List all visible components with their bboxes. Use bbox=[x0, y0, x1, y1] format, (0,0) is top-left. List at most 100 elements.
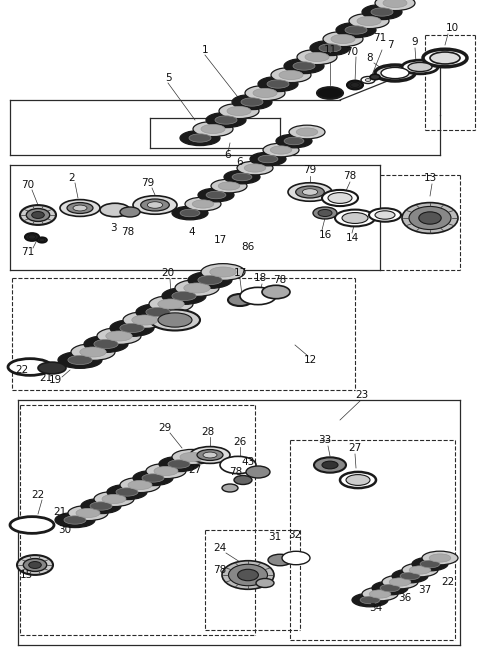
Ellipse shape bbox=[336, 22, 376, 37]
Text: 15: 15 bbox=[19, 570, 33, 580]
Ellipse shape bbox=[180, 209, 200, 216]
Text: 26: 26 bbox=[233, 437, 247, 447]
Ellipse shape bbox=[172, 291, 196, 300]
Ellipse shape bbox=[32, 211, 44, 218]
Ellipse shape bbox=[28, 235, 36, 239]
Ellipse shape bbox=[107, 484, 147, 500]
Text: 29: 29 bbox=[158, 423, 172, 433]
Ellipse shape bbox=[58, 352, 102, 369]
Text: 78: 78 bbox=[343, 171, 357, 181]
Ellipse shape bbox=[253, 89, 277, 98]
Ellipse shape bbox=[136, 304, 180, 320]
Ellipse shape bbox=[158, 313, 192, 327]
Ellipse shape bbox=[206, 192, 226, 199]
Ellipse shape bbox=[203, 452, 217, 458]
Ellipse shape bbox=[180, 453, 204, 462]
Ellipse shape bbox=[352, 593, 388, 607]
Ellipse shape bbox=[276, 134, 312, 148]
Ellipse shape bbox=[180, 131, 220, 146]
Text: 78: 78 bbox=[121, 227, 134, 237]
Ellipse shape bbox=[362, 587, 398, 601]
Ellipse shape bbox=[17, 555, 53, 575]
Ellipse shape bbox=[219, 104, 259, 119]
Ellipse shape bbox=[349, 13, 389, 29]
Ellipse shape bbox=[222, 484, 238, 492]
Ellipse shape bbox=[284, 137, 304, 145]
Text: 7: 7 bbox=[387, 40, 393, 50]
Ellipse shape bbox=[362, 5, 402, 20]
Text: 86: 86 bbox=[241, 242, 254, 252]
Ellipse shape bbox=[297, 49, 337, 64]
Ellipse shape bbox=[102, 495, 126, 504]
Text: 18: 18 bbox=[253, 273, 266, 283]
Ellipse shape bbox=[8, 359, 52, 375]
Ellipse shape bbox=[55, 512, 95, 527]
Ellipse shape bbox=[331, 35, 355, 43]
Ellipse shape bbox=[310, 41, 350, 56]
Ellipse shape bbox=[244, 164, 266, 172]
Text: 21: 21 bbox=[39, 373, 53, 383]
Ellipse shape bbox=[369, 590, 391, 598]
Ellipse shape bbox=[365, 79, 371, 81]
Ellipse shape bbox=[10, 517, 54, 533]
Ellipse shape bbox=[375, 211, 395, 219]
Ellipse shape bbox=[24, 558, 47, 571]
Text: 17: 17 bbox=[233, 268, 247, 278]
Ellipse shape bbox=[94, 339, 118, 348]
Text: 27: 27 bbox=[348, 443, 361, 453]
Text: 22: 22 bbox=[15, 365, 29, 375]
Ellipse shape bbox=[258, 155, 278, 163]
Ellipse shape bbox=[340, 472, 376, 488]
Ellipse shape bbox=[68, 505, 108, 521]
Ellipse shape bbox=[172, 449, 212, 464]
Ellipse shape bbox=[158, 299, 184, 309]
Ellipse shape bbox=[190, 447, 230, 463]
Text: 32: 32 bbox=[288, 530, 301, 540]
Ellipse shape bbox=[141, 199, 169, 211]
Ellipse shape bbox=[409, 207, 451, 230]
Text: 30: 30 bbox=[59, 525, 72, 535]
Ellipse shape bbox=[402, 60, 438, 74]
Ellipse shape bbox=[188, 272, 232, 289]
Text: 79: 79 bbox=[142, 178, 155, 188]
Ellipse shape bbox=[350, 83, 360, 87]
Ellipse shape bbox=[346, 474, 370, 485]
Ellipse shape bbox=[185, 197, 221, 211]
Ellipse shape bbox=[211, 179, 247, 193]
Ellipse shape bbox=[37, 237, 47, 243]
Ellipse shape bbox=[323, 31, 363, 47]
Ellipse shape bbox=[197, 449, 223, 461]
Text: 3: 3 bbox=[110, 223, 116, 233]
Ellipse shape bbox=[64, 516, 86, 524]
Ellipse shape bbox=[422, 551, 458, 565]
Ellipse shape bbox=[80, 347, 106, 357]
Text: 1: 1 bbox=[202, 45, 208, 55]
Text: 43: 43 bbox=[241, 457, 254, 467]
Ellipse shape bbox=[241, 98, 263, 106]
Text: 16: 16 bbox=[318, 230, 332, 240]
Ellipse shape bbox=[267, 80, 289, 88]
Ellipse shape bbox=[94, 491, 134, 506]
Ellipse shape bbox=[71, 344, 115, 360]
Ellipse shape bbox=[159, 457, 199, 472]
Ellipse shape bbox=[408, 62, 432, 72]
Text: 4: 4 bbox=[189, 227, 195, 237]
Ellipse shape bbox=[120, 478, 160, 493]
Ellipse shape bbox=[175, 279, 219, 297]
Ellipse shape bbox=[240, 287, 276, 304]
Text: 13: 13 bbox=[423, 173, 437, 183]
Ellipse shape bbox=[227, 106, 251, 115]
Ellipse shape bbox=[380, 584, 400, 592]
Text: 23: 23 bbox=[355, 390, 369, 400]
Ellipse shape bbox=[238, 569, 258, 581]
Text: 79: 79 bbox=[303, 165, 317, 175]
Ellipse shape bbox=[371, 8, 393, 16]
Text: 14: 14 bbox=[346, 233, 359, 243]
Ellipse shape bbox=[76, 508, 100, 518]
Ellipse shape bbox=[147, 202, 163, 208]
Ellipse shape bbox=[232, 94, 272, 110]
Text: 31: 31 bbox=[268, 532, 282, 542]
Text: 22: 22 bbox=[442, 577, 455, 587]
Ellipse shape bbox=[215, 116, 237, 124]
Ellipse shape bbox=[263, 143, 299, 157]
